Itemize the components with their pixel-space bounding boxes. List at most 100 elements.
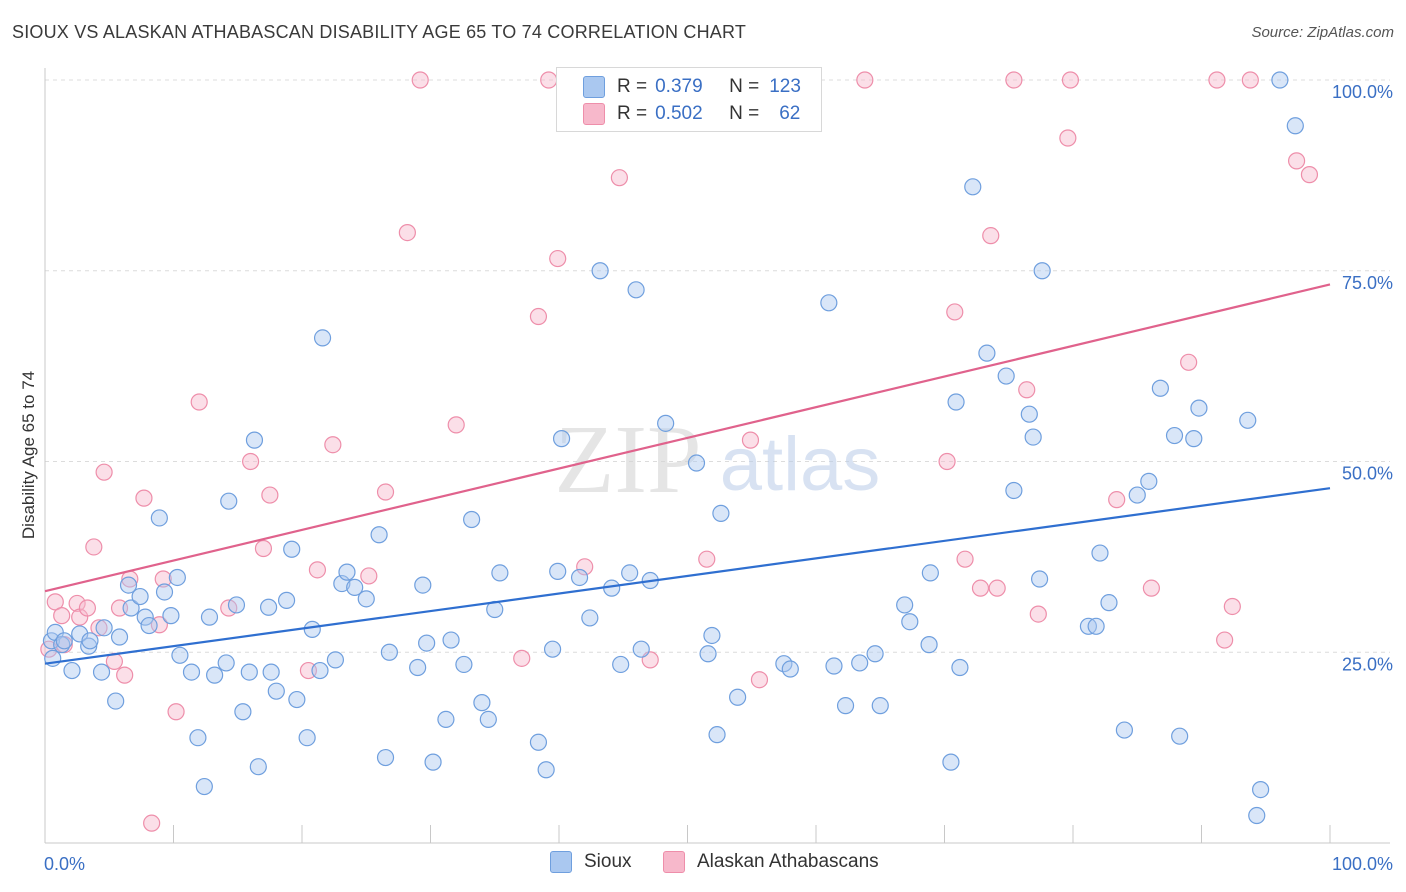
sioux-point — [155, 583, 174, 601]
alaska-point — [254, 539, 273, 558]
alaska-point — [360, 567, 378, 585]
sioux-point — [206, 666, 224, 684]
alaska-point — [68, 594, 86, 613]
alaska-point — [324, 436, 342, 454]
sioux-point — [200, 608, 219, 626]
sioux-point — [1030, 570, 1049, 588]
sioux-point — [491, 564, 509, 582]
sioux-point — [543, 640, 562, 658]
sioux-points — [42, 71, 1304, 825]
alaska-point — [116, 666, 134, 684]
sioux-point — [479, 710, 497, 728]
n-label: N = — [729, 103, 760, 124]
legend-label-sioux: Sioux — [584, 851, 632, 872]
alaska-point — [53, 607, 71, 625]
sioux-point — [277, 591, 296, 609]
n-label: N = — [729, 76, 760, 97]
sioux-point — [240, 663, 258, 681]
sioux-point — [92, 663, 111, 681]
watermark-atlas: atlas — [720, 422, 881, 507]
sioux-point — [136, 608, 154, 626]
sioux-point — [997, 367, 1015, 385]
sioux-point — [1024, 428, 1042, 446]
chart-title: SIOUX VS ALASKAN ATHABASCAN DISABILITY A… — [12, 22, 747, 42]
sioux-point — [245, 431, 264, 449]
source-credit: Source: ZipAtlas.com — [1251, 24, 1394, 41]
alaska-point — [154, 570, 172, 588]
sioux-point — [217, 654, 235, 672]
sioux-point — [220, 492, 238, 510]
gridlines — [45, 79, 1390, 653]
sioux-point — [825, 657, 843, 675]
trend-lines — [44, 283, 1331, 665]
sioux-point — [455, 655, 473, 674]
alaska-point — [856, 71, 874, 89]
sioux-swatch — [583, 76, 605, 98]
alaska-r-value: 0.502 — [655, 103, 703, 124]
alaska-point — [513, 649, 531, 667]
sioux-point — [866, 645, 884, 663]
sioux-point — [313, 329, 332, 347]
sioux-point — [437, 710, 455, 728]
sioux-point — [1091, 544, 1109, 562]
sioux-point — [781, 660, 799, 678]
sioux-point — [687, 454, 706, 472]
sioux-point — [1151, 379, 1169, 397]
alaska-point — [1241, 71, 1259, 89]
sioux-point — [1239, 411, 1257, 429]
sioux-point — [1190, 399, 1208, 417]
y-tick-label: 50.0% — [1342, 464, 1393, 484]
sioux-point — [63, 661, 81, 680]
sioux-point — [836, 697, 855, 715]
x-tick-label: 100.0% — [1332, 854, 1393, 874]
sioux-point — [871, 697, 889, 715]
legend-row-sioux: R = 0.379 N = 123 — [583, 74, 801, 100]
sioux-point — [657, 414, 675, 432]
sioux-point — [234, 703, 252, 721]
alaska-point — [1208, 71, 1226, 89]
alaska-point — [946, 303, 964, 321]
sioux-point — [303, 620, 321, 638]
sioux-point — [418, 634, 436, 652]
sioux-point — [55, 632, 73, 650]
sioux-point — [424, 753, 442, 771]
sioux-point — [1140, 472, 1158, 490]
alaska-point — [698, 550, 716, 568]
sioux-point — [442, 631, 460, 649]
alaska-point — [447, 416, 465, 434]
alaska-point — [1059, 129, 1077, 147]
y-tick-label: 75.0% — [1342, 273, 1393, 293]
sioux-point — [552, 430, 571, 448]
sioux-point — [901, 613, 919, 631]
alaska-point — [167, 703, 185, 721]
sioux-point — [729, 688, 747, 706]
sioux-point — [259, 598, 278, 616]
sioux-point — [964, 178, 982, 196]
legend-item-alaska: Alaskan Athabascans — [663, 851, 879, 873]
alaska-trend-line — [44, 283, 1331, 593]
sioux-point — [820, 294, 838, 312]
sioux-point — [1171, 727, 1189, 745]
sioux-point — [473, 694, 491, 712]
sioux-point — [171, 646, 189, 664]
alaska-point — [78, 599, 97, 617]
watermark-zip: ZIP — [555, 406, 702, 514]
sioux-point — [570, 568, 589, 587]
sioux-point — [1128, 486, 1146, 504]
alaska-point — [143, 814, 161, 832]
alaska-point — [1216, 631, 1234, 649]
alaska-point — [95, 463, 113, 481]
alaska-point — [1142, 579, 1160, 597]
sioux-point — [357, 590, 375, 608]
alaska-point — [549, 249, 567, 268]
sioux-point — [110, 628, 129, 646]
sioux-point — [409, 658, 427, 677]
sioux-point — [699, 645, 717, 663]
sioux-point — [632, 640, 650, 658]
sioux-point — [1115, 721, 1134, 739]
sioux-point — [338, 563, 356, 581]
sioux-point — [612, 655, 630, 674]
alaska-point — [1108, 491, 1126, 509]
alaska-point — [529, 307, 548, 326]
